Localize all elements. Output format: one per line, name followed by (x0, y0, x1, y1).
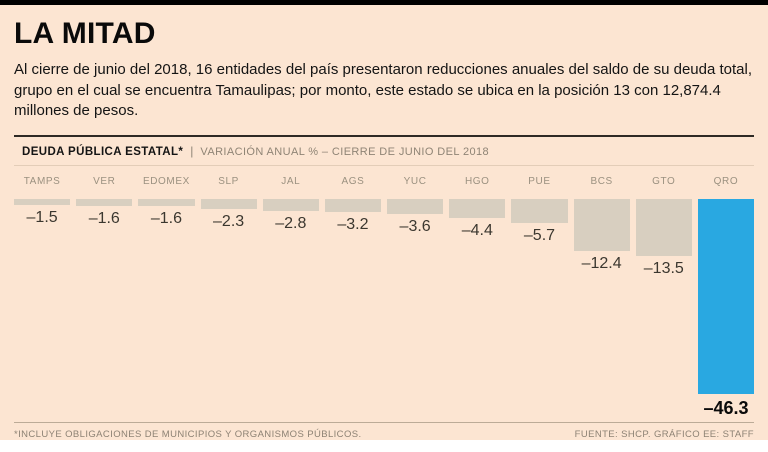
bar-column: YUC –3.6 (387, 176, 444, 236)
page-title: LA MITAD (14, 17, 156, 50)
category-label: SLP (218, 176, 239, 188)
bar (511, 199, 568, 223)
bar (14, 199, 71, 206)
top-rule (0, 0, 768, 5)
bar (635, 199, 692, 256)
bar-column: AGS –3.2 (324, 176, 382, 234)
bar (387, 199, 444, 215)
chart-header-separator: | (190, 144, 194, 159)
value-label: –5.7 (523, 226, 556, 244)
bar-column: TAMPS –1.5 (14, 176, 71, 227)
value-label: –3.2 (337, 216, 369, 234)
category-label: EDOMEX (142, 176, 190, 188)
value-label: –12.4 (581, 255, 622, 273)
value-label: –1.6 (150, 209, 182, 227)
bar-column: QRO –46.3 (697, 176, 755, 419)
value-label: –13.5 (643, 259, 684, 277)
chart-subtitle: VARIACIÓN ANUAL % – CIERRE DE JUNIO DEL … (200, 146, 490, 159)
bar-chart: TAMPS –1.5 VER –1.6 EDOMEX –1.6 SLP –2.3 JAL –2.8… (14, 176, 755, 419)
value-label: –4.4 (461, 221, 493, 239)
bar (200, 199, 257, 209)
bar-column: HGO –4.4 (449, 176, 506, 240)
bar-column: GTO –13.5 (635, 176, 692, 278)
category-label: BCS (590, 176, 613, 188)
category-label: VER (93, 176, 116, 188)
category-label: JAL (281, 176, 301, 188)
intro-text: Al cierre de junio del 2018, 16 entidade… (14, 61, 753, 120)
chart-footer: *INCLUYE OBLIGACIONES DE MUNICIPIOS Y OR… (14, 422, 754, 440)
bar (324, 199, 382, 213)
value-label: –3.6 (399, 218, 431, 236)
category-label: QRO (713, 176, 739, 188)
category-label: AGS (341, 176, 365, 188)
bar (76, 199, 133, 206)
value-label: –46.3 (703, 397, 749, 418)
chart-header: DEUDA PÚBLICA ESTATAL* | VARIACIÓN ANUAL… (14, 135, 754, 167)
value-label: –2.8 (275, 214, 307, 232)
bar-column: VER –1.6 (76, 176, 133, 228)
bar-highlighted (697, 199, 755, 394)
bar (262, 199, 319, 211)
bar-column: BCS –12.4 (573, 176, 630, 273)
category-label: GTO (652, 176, 676, 188)
source-credit: FUENTE: SHCP. GRÁFICO EE: STAFF (574, 429, 754, 440)
category-label: TAMPS (23, 176, 61, 188)
category-label: YUC (403, 176, 427, 188)
footnote: *INCLUYE OBLIGACIONES DE MUNICIPIOS Y OR… (14, 429, 362, 440)
chart-title: DEUDA PÚBLICA ESTATAL* (22, 146, 184, 159)
bar-column: PUE –5.7 (511, 176, 568, 245)
bar (138, 199, 195, 206)
bar-column: JAL –2.8 (262, 176, 319, 233)
value-label: –1.5 (26, 209, 58, 227)
bar-column: SLP –2.3 (200, 176, 257, 231)
bar (449, 199, 506, 218)
category-label: PUE (528, 176, 551, 188)
category-label: HGO (464, 176, 490, 188)
value-label: –1.6 (88, 209, 120, 227)
infographic-card: LA MITAD Al cierre de junio del 2018, 16… (0, 0, 768, 440)
bar (573, 199, 630, 252)
value-label: –2.3 (213, 212, 245, 230)
bar-column: EDOMEX –1.6 (138, 176, 195, 228)
